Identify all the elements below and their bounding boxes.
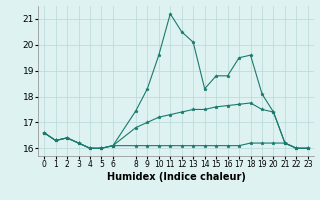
X-axis label: Humidex (Indice chaleur): Humidex (Indice chaleur)	[107, 172, 245, 182]
